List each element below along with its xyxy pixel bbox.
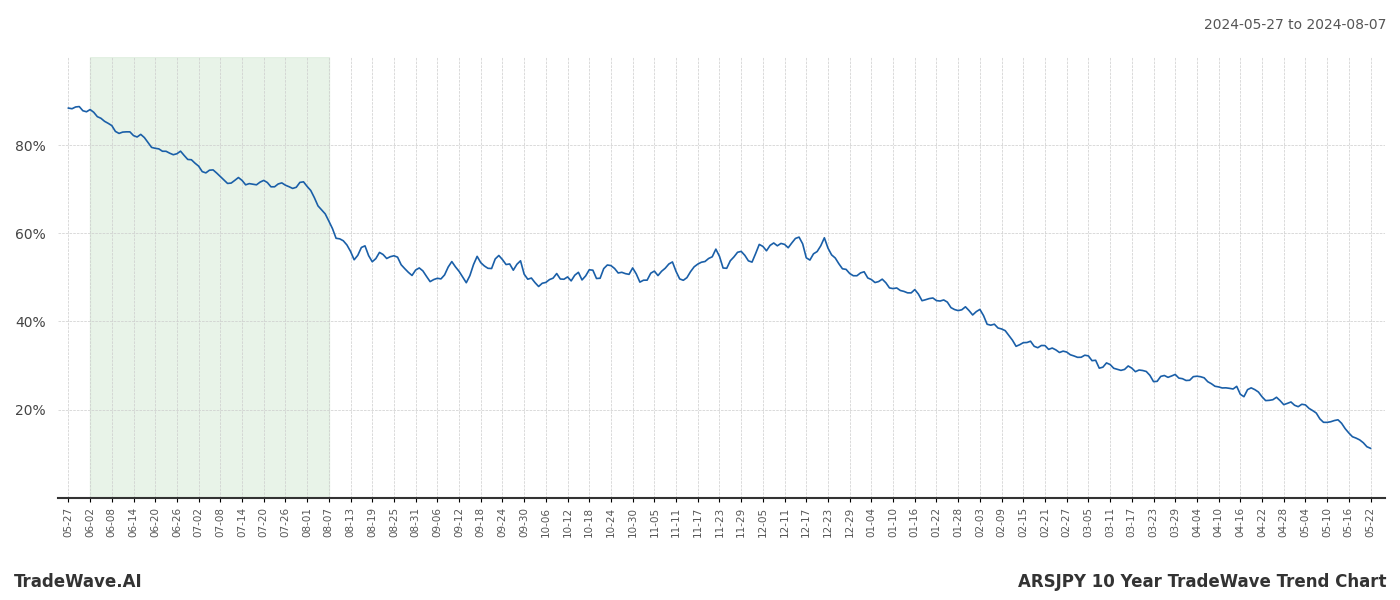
Text: ARSJPY 10 Year TradeWave Trend Chart: ARSJPY 10 Year TradeWave Trend Chart: [1018, 573, 1386, 591]
Text: 2024-05-27 to 2024-08-07: 2024-05-27 to 2024-08-07: [1204, 18, 1386, 32]
Bar: [90, 57, 329, 498]
Text: TradeWave.AI: TradeWave.AI: [14, 573, 143, 591]
